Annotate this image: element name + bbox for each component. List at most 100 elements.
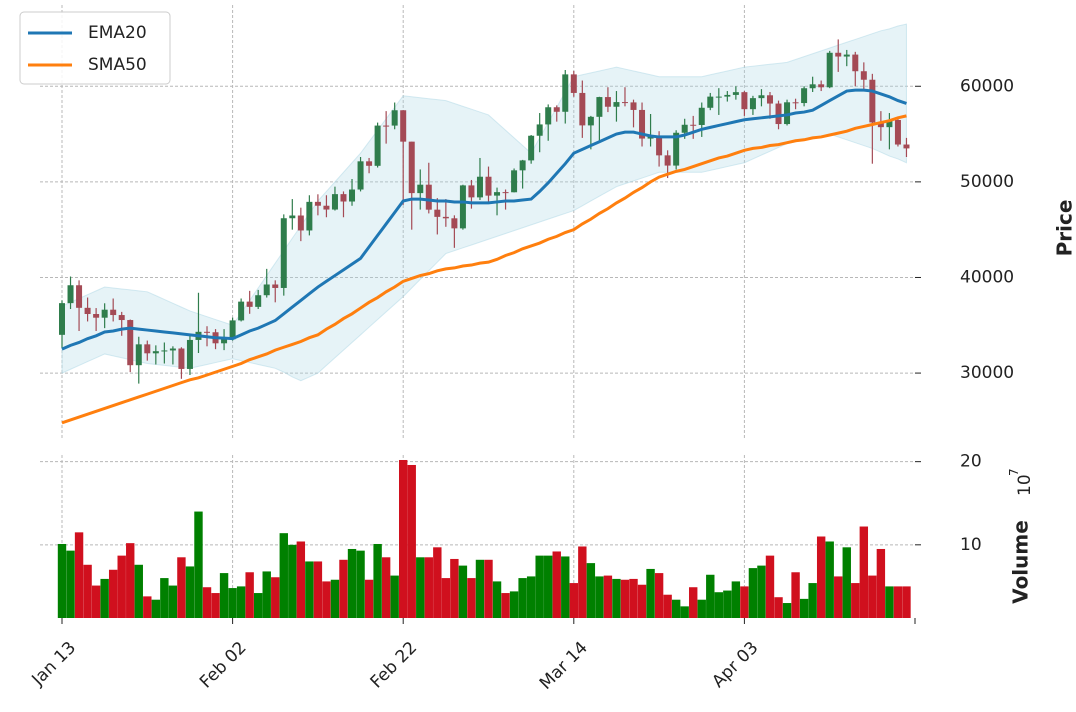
- candle-body: [349, 189, 356, 202]
- offset-base: 10: [1015, 474, 1035, 496]
- candle-body: [340, 194, 347, 202]
- volume-bar: [339, 559, 348, 618]
- volume-bar: [526, 576, 536, 618]
- volume-bar: [561, 556, 570, 618]
- candle-body: [468, 185, 475, 198]
- candle-body: [178, 348, 185, 369]
- volume-bar: [637, 584, 647, 618]
- candle-body: [476, 176, 483, 198]
- volume-bar: [595, 576, 604, 618]
- candle-body: [613, 102, 620, 107]
- volume-bar: [313, 561, 323, 618]
- candle-body: [221, 339, 228, 344]
- volume-bar: [219, 573, 229, 618]
- volume-bar: [126, 543, 135, 618]
- candle-body: [690, 124, 697, 126]
- candle-body: [749, 98, 756, 110]
- volume-bar: [296, 541, 306, 618]
- volume-bar: [262, 571, 271, 618]
- candle-body: [314, 201, 321, 206]
- candle-body: [545, 107, 552, 125]
- x-tick-label: Apr 03: [708, 638, 762, 692]
- candle-body: [681, 124, 688, 133]
- candle-body: [357, 161, 364, 190]
- candle-body: [255, 295, 262, 307]
- candle-body: [511, 170, 518, 193]
- candle-body: [553, 107, 560, 112]
- volume-bar: [578, 546, 587, 618]
- volume-bar: [774, 597, 783, 618]
- candle-body: [417, 184, 424, 194]
- candle-body: [374, 125, 381, 166]
- candle-body: [656, 136, 663, 156]
- candle-body: [204, 331, 211, 333]
- candle-body: [101, 309, 108, 318]
- candle-body: [306, 201, 313, 231]
- candle-body: [826, 52, 833, 88]
- candle-body: [84, 307, 91, 315]
- candle-body: [76, 285, 83, 308]
- candle-body: [152, 351, 159, 354]
- volume-bar: [390, 575, 399, 618]
- volume-bar: [518, 578, 527, 618]
- volume-bar: [202, 587, 212, 618]
- candle-body: [835, 52, 842, 57]
- volume-bar: [253, 593, 263, 618]
- volume-bar: [305, 561, 314, 618]
- volume-bar: [467, 578, 476, 618]
- candle-body: [186, 339, 193, 369]
- candle-body: [579, 92, 586, 126]
- candle-body: [741, 92, 748, 110]
- candle-body: [801, 88, 808, 104]
- volume-bar: [552, 551, 561, 618]
- candle-body: [818, 84, 825, 88]
- candle-body: [297, 215, 304, 231]
- candle-body: [144, 344, 151, 354]
- candle-body: [246, 301, 253, 307]
- candle-body: [698, 107, 705, 125]
- volume-bar: [612, 578, 621, 618]
- volume-bar: [723, 590, 732, 618]
- volume-bar: [74, 532, 84, 618]
- candle-body: [238, 301, 245, 321]
- y-tick-label: 60000: [960, 76, 1014, 96]
- legend-label: SMA50: [88, 55, 147, 75]
- candle-body: [289, 215, 296, 219]
- volume-bar: [782, 603, 792, 618]
- volume-bar: [373, 543, 382, 618]
- price-axis-label: Price: [1053, 200, 1076, 257]
- candle-body: [715, 96, 722, 98]
- candle-body: [903, 144, 910, 149]
- volume-bar: [236, 586, 246, 618]
- x-tick-label: Jan 13: [28, 638, 81, 691]
- volume-bar: [185, 566, 195, 618]
- volume-tick-label: 20: [960, 452, 982, 472]
- volume-bar: [279, 533, 288, 618]
- volume-bar: [475, 559, 485, 618]
- volume-bar: [271, 577, 280, 618]
- candle-body: [886, 119, 893, 128]
- volume-bar: [424, 557, 433, 618]
- volume-bar: [151, 599, 161, 618]
- legend: EMA20 SMA50: [19, 11, 171, 85]
- moving-average-line: [61, 88, 907, 351]
- volume-bar: [228, 588, 237, 618]
- volume-bar: [194, 511, 203, 618]
- volume-bar: [757, 565, 766, 618]
- candle-body: [366, 161, 373, 166]
- candle-body: [621, 102, 628, 104]
- candle-body: [391, 110, 398, 126]
- volume-bar: [680, 606, 689, 618]
- candle-body: [562, 74, 569, 112]
- candle-body: [169, 348, 176, 351]
- volume-bar: [509, 591, 519, 618]
- volume-bar: [330, 579, 340, 618]
- candle-body: [442, 216, 449, 219]
- volume-bar: [791, 572, 800, 618]
- candle-body: [664, 155, 671, 166]
- volume-bar: [492, 581, 502, 618]
- candle-body: [502, 192, 509, 194]
- candle-body: [604, 97, 611, 107]
- volume-bar: [134, 564, 143, 618]
